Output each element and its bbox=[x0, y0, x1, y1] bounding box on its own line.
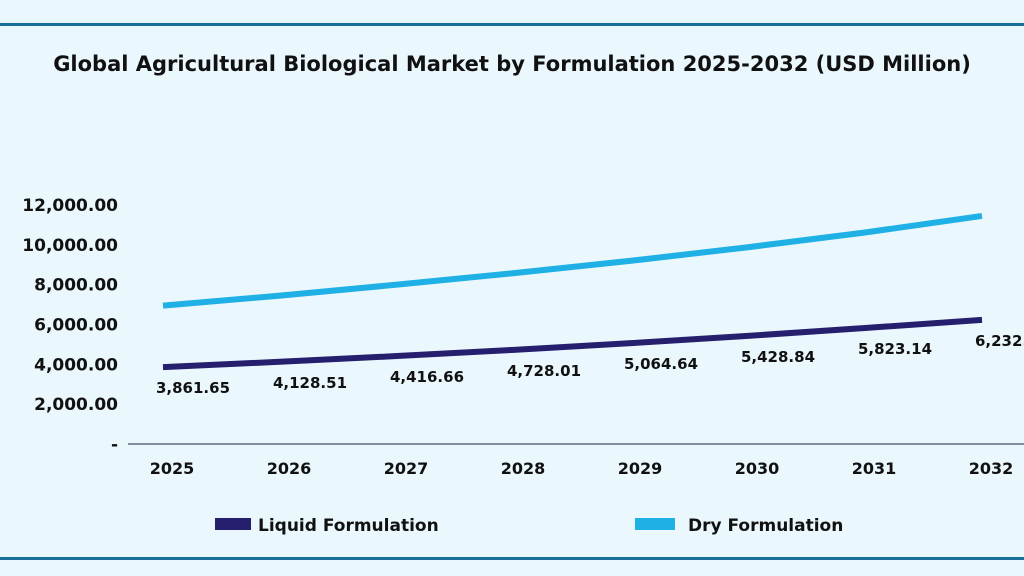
data-label: 5,428.84 bbox=[741, 348, 815, 366]
data-label: 4,128.51 bbox=[273, 374, 347, 392]
top-rule bbox=[0, 23, 1024, 26]
y-tick-label: 2,000.00 bbox=[34, 395, 118, 415]
legend-swatch bbox=[215, 518, 251, 530]
x-tick-label: 2029 bbox=[618, 459, 663, 478]
y-tick-label: 6,000.00 bbox=[34, 316, 118, 336]
x-tick-label: 2030 bbox=[735, 459, 780, 478]
y-tick-label: 4,000.00 bbox=[34, 355, 118, 375]
data-label: 5,064.64 bbox=[624, 355, 698, 373]
bottom-rule bbox=[0, 557, 1024, 560]
y-tick-label: 10,000.00 bbox=[22, 236, 118, 256]
data-label: 4,728.01 bbox=[507, 362, 581, 380]
data-label: 4,416.66 bbox=[390, 368, 464, 386]
chart-title: Global Agricultural Biological Market by… bbox=[53, 52, 971, 76]
data-label: 3,861.65 bbox=[156, 379, 230, 397]
x-tick-label: 2025 bbox=[150, 459, 195, 478]
data-label: 6,232.69 bbox=[975, 332, 1024, 350]
legend-label: Dry Formulation bbox=[688, 516, 843, 536]
legend-swatch bbox=[635, 518, 675, 530]
legend-label: Liquid Formulation bbox=[258, 516, 439, 536]
data-label: 5,823.14 bbox=[858, 340, 932, 358]
x-tick-label: 2026 bbox=[267, 459, 312, 478]
series-line-liquid bbox=[162, 316, 983, 371]
x-tick-label: 2028 bbox=[501, 459, 546, 478]
y-tick-label: - bbox=[111, 435, 118, 455]
y-tick-label: 8,000.00 bbox=[34, 276, 118, 296]
y-tick-label: 12,000.00 bbox=[22, 196, 118, 216]
x-tick-label: 2031 bbox=[852, 459, 897, 478]
x-tick-label: 2032 bbox=[969, 459, 1014, 478]
x-tick-label: 2027 bbox=[384, 459, 429, 478]
series-line-dry bbox=[162, 212, 983, 309]
